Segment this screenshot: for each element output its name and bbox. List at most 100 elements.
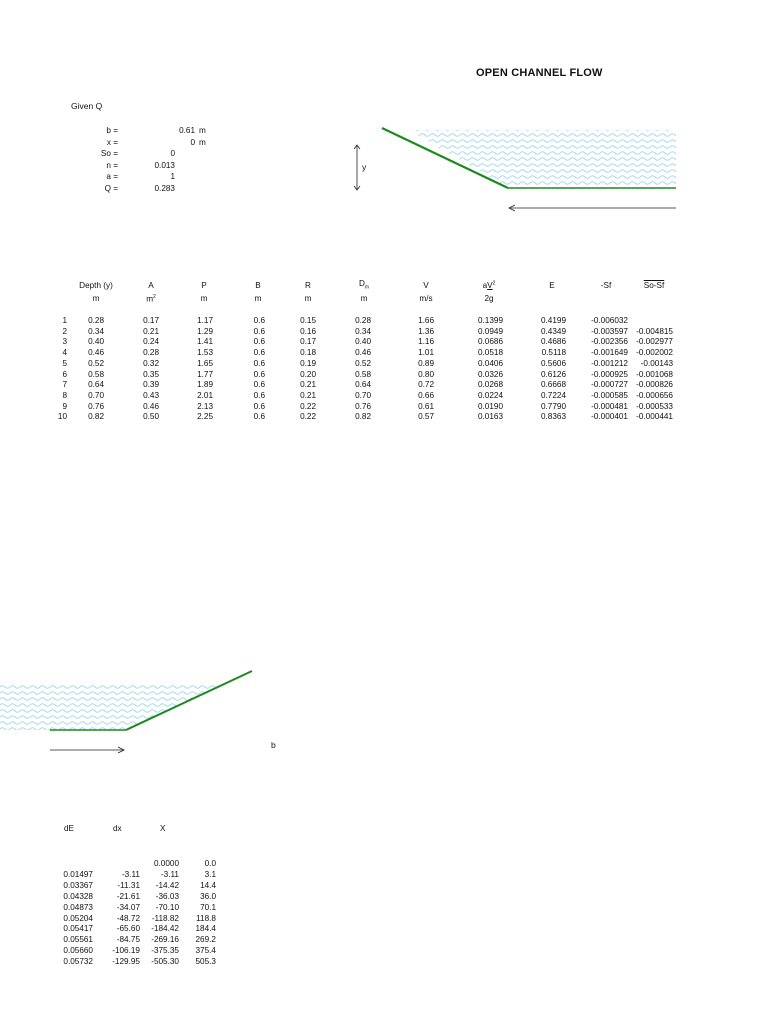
radius-cell: 0.16 (300, 326, 316, 336)
sloped-bank-line (381, 127, 509, 189)
table-row: 0.05561 -84.75 -269.16 269.2 (0, 935, 768, 947)
param-label: a = (106, 172, 118, 181)
depth-cell: 0.28 (88, 316, 104, 325)
velocity-cell: 0.72 (418, 380, 434, 390)
velocity-head-cell: 0.0406 (477, 358, 503, 368)
radius-cell: 0.18 (300, 348, 316, 358)
so-minus-sf-cell: -0.000533 (636, 401, 673, 411)
unit-hydraulic-depth: m (360, 294, 368, 303)
header-friction-slope: -Sf (600, 281, 612, 290)
area-cell: 0.46 (143, 401, 159, 411)
dx-cell: -48.72 (116, 913, 140, 923)
friction-slope-cell: -0.000481 (591, 401, 628, 411)
perimeter-cell: 1.65 (197, 358, 213, 368)
energy-cell: 0.4349 (540, 326, 566, 336)
dx-cell: -129.95 (112, 957, 140, 967)
top-width-cell: 0.6 (253, 412, 265, 422)
depth-cell: 0.34 (88, 326, 104, 336)
x-cell: -184.42 (151, 924, 179, 934)
hydraulic-depth-cell: 0.34 (355, 326, 371, 336)
so-minus-sf-cell: -0.001068 (636, 369, 673, 379)
x-cell: -70.10 (155, 902, 179, 912)
flow-arrow-left-head (508, 204, 516, 212)
friction-slope-cell: -0.000401 (591, 412, 628, 422)
velocity-cell: 0.89 (418, 358, 434, 368)
param-value: 0 (190, 137, 195, 147)
row-index: 3 (62, 337, 67, 347)
area-cell: 0.17 (143, 316, 159, 325)
energy-cell: 0.7224 (540, 390, 566, 400)
dx-cell: -65.60 (116, 924, 140, 934)
dx-cell: -21.61 (116, 891, 140, 901)
abs-x-cell: 36.0 (200, 891, 216, 901)
header-area: A (148, 281, 154, 290)
channel-diagram-bottom (0, 670, 253, 754)
so-minus-sf-cell: -0.00143 (640, 358, 673, 368)
so-minus-sf-cell: -0.004815 (636, 326, 673, 336)
de-cell: 0.04328 (63, 891, 93, 901)
header-perimeter: P (201, 281, 207, 290)
de-cell: 0.05732 (63, 957, 93, 967)
hydraulic-depth-cell: 0.82 (355, 412, 371, 422)
hydraulic-depth-cell: 0.46 (355, 348, 371, 358)
param-value: 0 (170, 149, 175, 158)
table-row: 0.04873 -34.07 -70.10 70.1 (0, 903, 768, 915)
so-minus-sf-cell: -0.000656 (636, 390, 673, 400)
table-row: 7 0.64 0.39 1.89 0.6 0.21 0.64 0.72 0.0268 0.6668… (0, 380, 768, 391)
top-width-cell: 0.6 (253, 358, 265, 368)
friction-slope-cell: -0.003597 (591, 326, 628, 336)
perimeter-cell: 1.53 (197, 348, 213, 358)
unit-top-width: m (254, 294, 262, 303)
velocity-head-cell: 0.0163 (477, 412, 503, 422)
friction-slope-cell: -0.001649 (591, 348, 628, 358)
abs-x-cell: 118.8 (196, 913, 216, 923)
hydraulic-depth-cell: 0.52 (355, 358, 371, 368)
param-label: b = (106, 126, 118, 135)
de-cell: 0.01497 (63, 869, 93, 879)
dx-cell: -3.11 (121, 869, 140, 879)
de-cell: 0.05660 (63, 946, 93, 956)
x-cell: 0.0000 (153, 859, 179, 868)
row-index: 6 (62, 369, 67, 379)
sloped-bank-line (125, 670, 253, 731)
row-index: 5 (62, 358, 67, 368)
depth-cell: 0.58 (88, 369, 104, 379)
depth-arrow-down-head (353, 185, 361, 191)
hydraulic-depth-cell: 0.28 (355, 316, 371, 325)
water-hatch (0, 684, 222, 730)
abs-x-cell: 184.4 (195, 924, 217, 934)
top-width-cell: 0.6 (253, 369, 265, 379)
param-unit: m (199, 126, 206, 135)
x-cell: -118.82 (151, 913, 179, 923)
param-unit: m (199, 137, 206, 147)
perimeter-cell: 1.29 (197, 326, 213, 336)
area-cell: 0.43 (143, 390, 159, 400)
top-width-cell: 0.6 (253, 380, 265, 390)
abs-x-cell: 269.2 (195, 935, 217, 945)
perimeter-cell: 1.41 (197, 337, 213, 347)
velocity-head-cell: 0.0326 (477, 369, 503, 379)
depth-cell: 0.82 (88, 412, 104, 422)
energy-cell: 0.6668 (540, 380, 566, 390)
param-value: 0.013 (154, 160, 176, 170)
header-so-minus-sf: So-Sf (643, 281, 665, 290)
area-cell: 0.35 (143, 369, 159, 379)
unit-area: m2 (146, 294, 156, 304)
table-row: 0.05732 -129.95 -505.30 505.3 (0, 957, 768, 969)
table-row: 3 0.40 0.24 1.41 0.6 0.17 0.40 1.16 0.0686 0.4686… (0, 337, 768, 348)
unit-perimeter: m (200, 294, 208, 303)
depth-cell: 0.76 (88, 401, 104, 411)
perimeter-cell: 2.25 (197, 412, 213, 422)
param-value: 1 (170, 172, 175, 181)
friction-slope-cell: -0.000727 (591, 380, 628, 390)
depth-label: y (362, 162, 367, 172)
table-row: 0.05660 -106.19 -375.35 375.4 (0, 946, 768, 958)
header-dx: dx (113, 824, 122, 833)
velocity-head-cell: 0.0190 (477, 401, 503, 411)
top-width-cell: 0.6 (253, 348, 265, 358)
flow-arrow-right-head (117, 746, 125, 754)
header-hydraulic-depth: Dm (358, 279, 370, 291)
area-cell: 0.32 (143, 358, 159, 368)
perimeter-cell: 1.17 (197, 316, 213, 325)
row-index: 8 (62, 390, 67, 400)
